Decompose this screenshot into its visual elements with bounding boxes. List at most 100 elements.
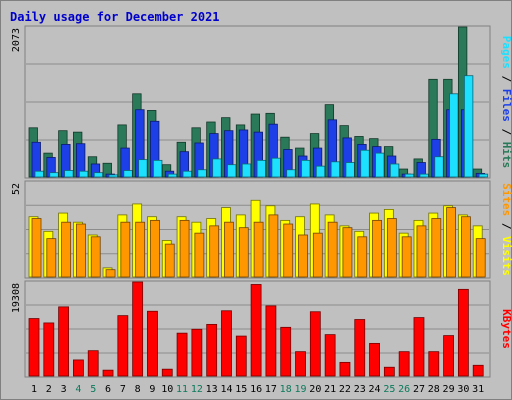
bar-sites-day-25 [386,218,397,278]
x-tick-label-day-7: 7 [120,384,126,395]
bar-kbytes-day-21 [324,334,336,377]
bar-kbytes-day-12 [191,328,203,377]
bar-sites-day-19 [298,234,308,278]
legend-hits-files-pages: Pages / Files / Hits [500,36,512,169]
x-tick-label-day-19: 19 [294,384,306,395]
chart-panels: 2073 Pages / Files / Hits 52 Sites / Visits… [11,25,512,378]
panel-kbytes: 19308 KBytes [11,280,512,378]
panel-hits-files-pages: 2073 Pages / Files / Hits [11,25,512,179]
bar-kbytes-day-20 [309,311,321,377]
x-tick-label-day-22: 22 [339,384,351,395]
x-tick-label-day-4: 4 [75,384,81,395]
bar-sites-day-9 [150,219,160,278]
bar-pages-day-1 [34,170,44,178]
x-tick-label-day-13: 13 [206,384,218,395]
bar-pages-day-15 [241,163,252,178]
bar-kbytes-day-19 [295,351,306,377]
bar-pages-day-4 [79,170,89,178]
legend-visits-sites: Sites / Visits [500,183,512,276]
legend-files: Files [500,89,512,122]
legend-hits: Hits [500,142,512,169]
x-tick-label-day-26: 26 [398,384,410,395]
bar-pages-day-12 [197,169,207,178]
bar-sites-day-4 [76,223,86,278]
bar-pages-day-5 [93,172,104,178]
bar-sites-day-16 [253,221,264,278]
bar-pages-day-23 [360,149,370,178]
x-tick-label-day-11: 11 [176,384,188,395]
bar-pages-day-3 [64,170,74,178]
bar-pages-day-24 [375,152,385,178]
x-tick-label-day-6: 6 [105,384,111,395]
bar-pages-day-31 [478,173,489,178]
bar-kbytes-day-17 [265,305,277,377]
bar-sites-day-7 [120,221,131,278]
bar-sites-day-18 [283,223,294,278]
bar-sites-day-21 [327,221,338,278]
bar-sites-day-15 [238,227,249,278]
bar-sites-day-20 [312,232,323,278]
panel-visits-sites: 52 Sites / Visits [11,180,512,279]
bar-kbytes-day-14 [221,310,232,377]
bar-kbytes-day-27 [413,317,425,377]
bar-kbytes-day-18 [280,326,292,377]
bar-pages-day-6 [108,174,118,178]
bar-sites-day-6 [105,269,116,278]
bar-sites-day-5 [90,236,101,278]
x-tick-label-day-15: 15 [235,384,247,395]
bar-pages-day-25 [389,163,400,178]
x-tick-label-day-9: 9 [149,384,155,395]
bar-pages-day-17 [271,157,281,178]
bar-sites-day-22 [342,227,353,278]
bar-kbytes-day-31 [472,364,484,377]
bar-pages-day-2 [49,172,59,178]
chart-title: Daily usage for December 2021 [10,10,220,24]
x-tick-label-day-17: 17 [265,384,277,395]
bar-pages-day-18 [286,169,296,178]
legend-kbytes: KBytes [500,309,512,349]
legend-separator: / [500,122,512,142]
x-tick-label-day-12: 12 [191,384,203,395]
x-tick-label-day-21: 21 [324,384,336,395]
bar-sites-day-12 [194,232,205,278]
x-tick-label-day-3: 3 [61,384,67,395]
x-tick-label-day-29: 29 [443,384,455,395]
bar-pages-day-11 [182,170,192,178]
bar-kbytes-day-30 [457,288,469,377]
bar-kbytes-day-1 [28,318,40,377]
bar-pages-day-8 [138,159,148,178]
y-max-label: 19308 [11,283,22,313]
bar-sites-day-10 [164,243,175,278]
bar-sites-day-3 [61,221,72,278]
x-tick-label-day-23: 23 [354,384,366,395]
y-max-label: 2073 [11,28,22,52]
y-max-label: 52 [11,183,22,195]
bar-kbytes-day-24 [369,342,380,377]
bar-sites-day-23 [357,236,368,278]
bar-sites-day-11 [179,219,190,278]
bar-sites-day-1 [31,218,42,278]
bar-sites-day-14 [224,221,234,278]
bar-sites-day-17 [268,214,279,278]
legend-pages: Pages [500,36,512,69]
bar-kbytes-day-11 [176,332,188,377]
bar-kbytes-day-13 [206,323,218,377]
legend-separator: / [500,216,512,236]
bar-pages-day-21 [330,161,341,178]
bar-pages-day-29 [449,93,459,178]
bar-pages-day-14 [227,164,237,178]
bar-sites-day-29 [446,207,456,278]
x-tick-label-day-18: 18 [280,384,292,395]
x-tick-label-day-20: 20 [309,384,321,395]
bar-pages-day-13 [212,158,222,178]
bar-kbytes-day-15 [235,335,247,377]
x-tick-label-day-25: 25 [383,384,395,395]
x-tick-label-day-5: 5 [90,384,96,395]
bar-pages-day-16 [256,159,266,178]
bar-kbytes-day-8 [132,281,144,377]
bar-kbytes-day-7 [117,315,129,377]
bar-pages-day-28 [434,156,444,178]
bar-pages-day-26 [404,173,415,178]
x-tick-label-day-16: 16 [250,384,262,395]
